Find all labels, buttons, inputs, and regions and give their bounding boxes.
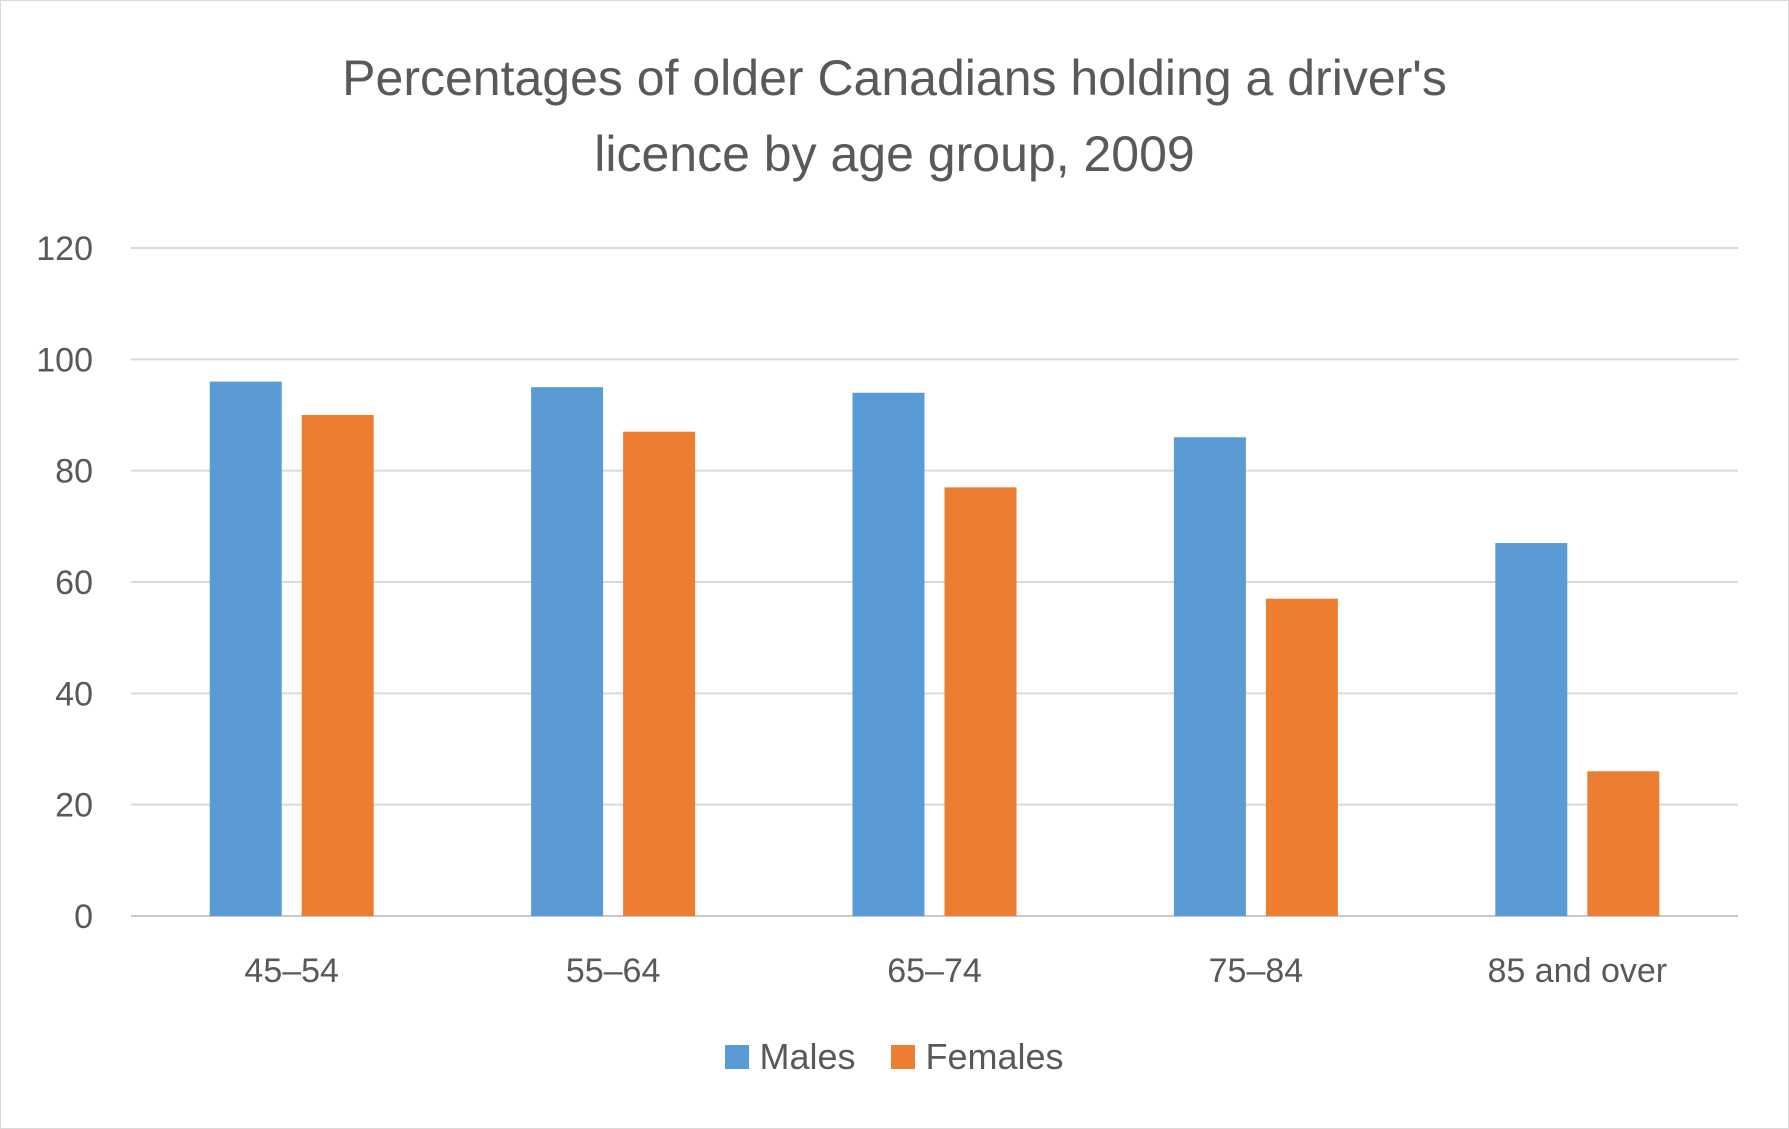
legend-label-males: Males (759, 1036, 856, 1077)
x-tick-label-4: 75–84 (1209, 952, 1304, 990)
bar-females-4 (1265, 598, 1338, 916)
legend-item-males: Males (725, 1036, 855, 1078)
chart-title: Percentages of older Canadians holding a… (0, 40, 1789, 192)
y-tick-label-0: 0 (74, 898, 93, 936)
y-tick-label-60: 60 (55, 564, 93, 602)
y-tick-label-80: 80 (55, 453, 93, 491)
bar-females-3 (944, 487, 1017, 916)
bar-females-2 (623, 431, 696, 916)
legend-item-females: Females (891, 1036, 1064, 1078)
legend-swatch-females (891, 1045, 916, 1069)
legend: Males Females (0, 1036, 1789, 1078)
y-tick-label-120: 120 (36, 230, 93, 268)
bar-females-5 (1587, 771, 1660, 916)
bar-males-3 (852, 392, 925, 916)
y-tick-label-40: 40 (55, 675, 93, 713)
x-tick-label-5: 85 and over (1488, 952, 1668, 990)
bar-males-5 (1495, 543, 1568, 916)
legend-label-females: Females (925, 1036, 1064, 1077)
y-tick-label-20: 20 (55, 787, 93, 825)
chart-title-line-1: Percentages of older Canadians holding a… (342, 50, 1447, 106)
x-tick-label-1: 45–54 (244, 952, 339, 990)
y-tick-label-100: 100 (36, 341, 93, 379)
bar-males-4 (1173, 437, 1246, 916)
chart-title-line-2: licence by age group, 2009 (594, 126, 1195, 182)
bar-males-2 (531, 387, 604, 917)
x-tick-label-2: 55–64 (566, 952, 661, 990)
bar-males-1 (209, 381, 282, 917)
x-tick-label-3: 65–74 (887, 952, 982, 990)
legend-swatch-males (725, 1045, 750, 1069)
bar-females-1 (301, 415, 374, 916)
